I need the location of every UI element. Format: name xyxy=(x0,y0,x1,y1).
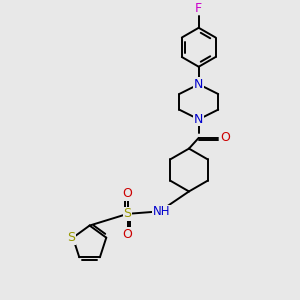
Text: F: F xyxy=(195,2,202,15)
Text: S: S xyxy=(67,231,75,244)
Text: N: N xyxy=(194,78,203,91)
Text: NH: NH xyxy=(153,206,170,218)
Text: S: S xyxy=(124,207,132,220)
Text: N: N xyxy=(194,113,203,126)
Text: O: O xyxy=(123,228,133,241)
Text: O: O xyxy=(123,187,133,200)
Text: O: O xyxy=(220,131,230,144)
